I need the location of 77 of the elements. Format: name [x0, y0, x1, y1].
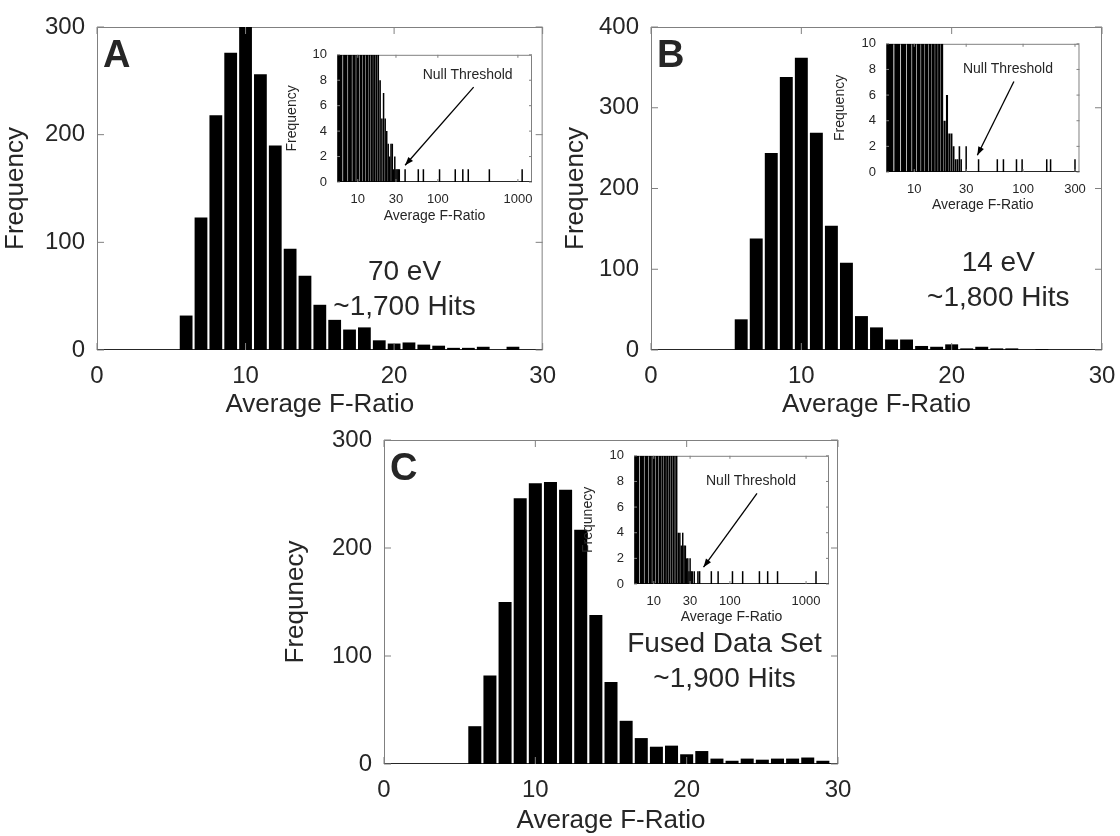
x-tick-label: 1000: [791, 593, 821, 609]
y-tick-label: 0: [868, 163, 876, 179]
x-tick-label: 10: [646, 593, 662, 609]
x-tick-label: 20: [673, 775, 701, 803]
x-axis-title: Average F-Ratio: [782, 387, 971, 418]
annotation: B: [657, 33, 685, 76]
x-tick-label: 100: [719, 593, 741, 609]
annotation: ~1,900 Hits: [653, 661, 796, 693]
annotation: ~1,800 Hits: [927, 280, 1070, 312]
y-tick-label: 2: [319, 148, 327, 164]
x-tick-label: 30: [682, 593, 698, 609]
y-tick-label: 8: [868, 61, 876, 77]
x-tick-label: 300: [1064, 181, 1086, 197]
y-tick-label: 10: [609, 447, 624, 463]
y-axis-title: Frequency: [831, 74, 848, 141]
annotation: Null Threshold: [962, 60, 1053, 77]
y-axis-title: Frequnecy: [579, 486, 596, 553]
x-axis-title: Average F-Ratio: [516, 803, 706, 834]
y-tick-label: 2: [616, 549, 624, 565]
x-axis-title: Average F-Ratio: [931, 196, 1034, 213]
y-tick-label: 4: [868, 112, 876, 128]
annotation: C: [390, 446, 418, 489]
annotation: ~1,700 Hits: [333, 290, 476, 322]
y-tick-label: 400: [598, 11, 639, 39]
y-tick-label: 100: [331, 640, 372, 668]
x-tick-label: 30: [958, 181, 974, 197]
y-axis-title: Frequency: [558, 127, 589, 250]
y-tick-label: 10: [312, 46, 327, 62]
annotation: Null Threshold: [705, 472, 797, 489]
y-axis-title: Frequency: [0, 127, 29, 250]
x-tick-label: 30: [529, 361, 556, 389]
x-tick-label: 10: [232, 361, 259, 389]
y-tick-label: 300: [331, 424, 372, 452]
annotation: Fused Data Set: [627, 626, 822, 658]
y-tick-label: 8: [319, 71, 327, 87]
annotation: Null Threshold: [422, 66, 513, 83]
x-tick-label: 0: [377, 775, 391, 803]
x-tick-label: 30: [388, 191, 404, 207]
y-tick-label: 200: [331, 532, 372, 560]
y-tick-label: 200: [598, 173, 639, 201]
y-tick-label: 2: [868, 137, 876, 153]
y-tick-label: 100: [44, 226, 85, 254]
x-tick-label: 10: [907, 181, 922, 197]
annotation: 70 eV: [367, 255, 442, 287]
y-tick-label: 6: [616, 498, 624, 514]
y-tick-label: 100: [598, 253, 639, 281]
y-tick-label: 200: [44, 119, 85, 147]
x-axis-title: Average F-Ratio: [680, 608, 783, 625]
y-tick-label: 0: [616, 575, 624, 591]
y-tick-label: 0: [358, 748, 372, 776]
x-tick-label: 0: [90, 361, 104, 389]
y-tick-label: 6: [319, 97, 327, 113]
x-tick-label: 100: [1012, 181, 1034, 197]
y-axis-title: Frequency: [283, 85, 300, 152]
annotation: 14 eV: [961, 245, 1036, 277]
y-tick-label: 300: [44, 11, 85, 39]
x-tick-label: 20: [938, 361, 966, 389]
x-tick-label: 0: [644, 361, 658, 389]
y-tick-label: 4: [319, 122, 327, 138]
y-tick-label: 8: [616, 473, 624, 489]
x-tick-label: 1000: [503, 191, 533, 207]
x-axis-title: Average F-Ratio: [225, 387, 415, 418]
x-tick-label: 100: [426, 191, 449, 207]
x-tick-label: 10: [787, 361, 815, 389]
y-tick-label: 0: [71, 334, 85, 362]
x-tick-label: 20: [380, 361, 408, 389]
y-tick-label: 300: [598, 92, 639, 120]
x-tick-label: 30: [824, 775, 852, 803]
x-tick-label: 30: [1088, 361, 1116, 389]
y-tick-label: 4: [616, 524, 624, 540]
y-tick-label: 0: [625, 334, 639, 362]
y-tick-label: 10: [861, 35, 876, 51]
x-axis-title: Average F-Ratio: [383, 207, 486, 224]
y-axis-title: Frequnecy: [278, 540, 309, 664]
x-tick-label: 10: [521, 775, 549, 803]
annotation: A: [103, 33, 131, 76]
y-tick-label: 6: [868, 86, 876, 102]
